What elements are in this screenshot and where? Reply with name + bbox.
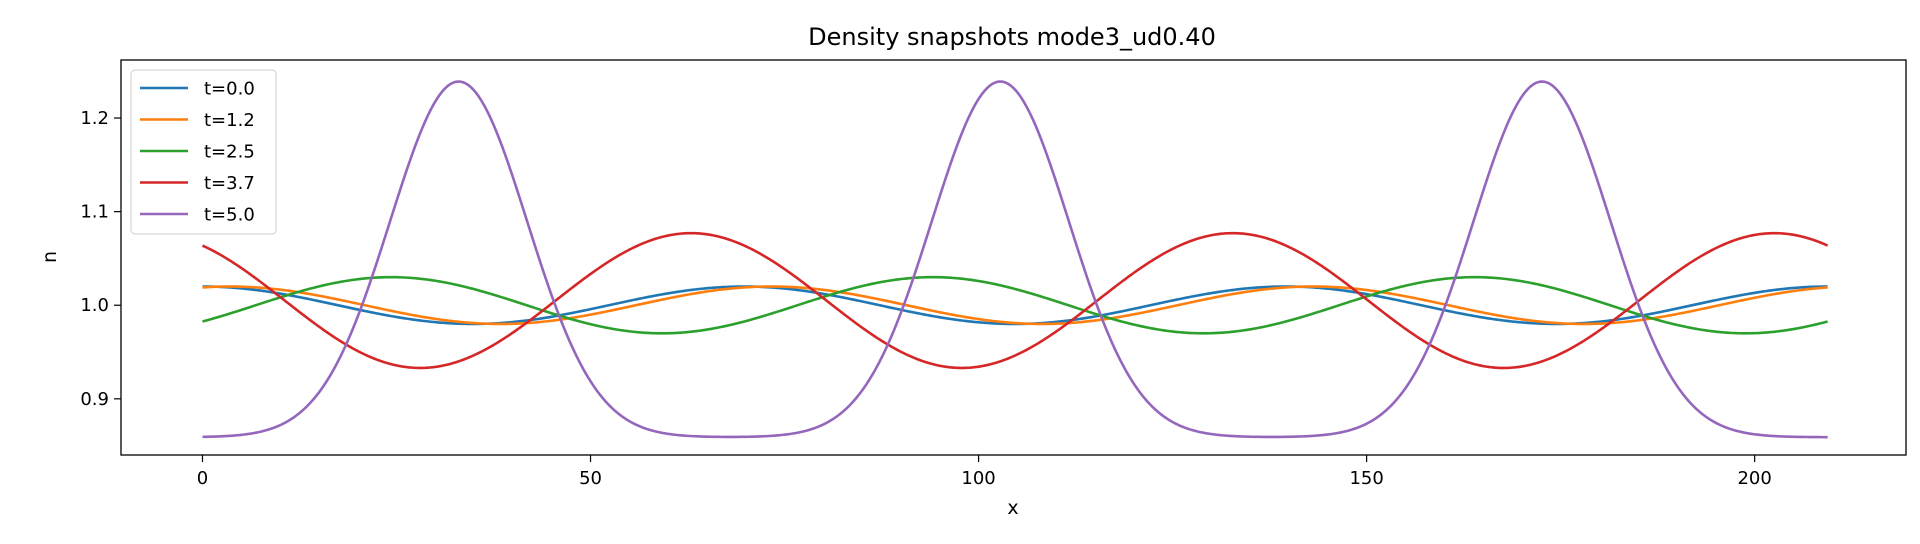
plot-frame <box>120 59 1907 456</box>
x-tick-label: 150 <box>1349 468 1383 489</box>
y-axis-label: n <box>39 251 61 263</box>
series-line-2 <box>202 275 1828 335</box>
y-tick-label: 1.1 <box>80 202 109 223</box>
y-axis: 0.9 1.0 1.1 1.2 <box>80 108 121 410</box>
legend-label-4: t=5.0 <box>204 205 255 226</box>
legend-box <box>130 69 277 235</box>
y-tick-label: 1.0 <box>80 295 109 316</box>
y-tick-label: 0.9 <box>80 389 109 410</box>
series-line-1 <box>202 285 1828 326</box>
x-tick-label: 0 <box>197 468 208 489</box>
series-line-0 <box>202 285 1828 326</box>
x-tick-label: 100 <box>961 468 995 489</box>
series-line-4 <box>202 80 1828 439</box>
legend: t=0.0 t=1.2 t=2.5 t=3.7 t=5.0 <box>130 69 277 235</box>
legend-label-3: t=3.7 <box>204 173 255 194</box>
x-axis-label: x <box>1007 497 1018 519</box>
legend-label-1: t=1.2 <box>204 110 255 131</box>
x-tick-label: 200 <box>1737 468 1771 489</box>
series-layer <box>201 80 1829 439</box>
x-axis: 0 50 100 150 200 <box>197 455 1772 489</box>
legend-items: t=0.0 t=1.2 t=2.5 t=3.7 t=5.0 <box>140 79 255 226</box>
y-tick-label: 1.2 <box>80 108 109 129</box>
legend-label-2: t=2.5 <box>204 142 255 163</box>
legend-label-0: t=0.0 <box>204 79 255 100</box>
series-line-3 <box>201 231 1829 370</box>
chart-title: Density snapshots mode3_ud0.40 <box>808 23 1216 51</box>
x-tick-label: 50 <box>579 468 602 489</box>
